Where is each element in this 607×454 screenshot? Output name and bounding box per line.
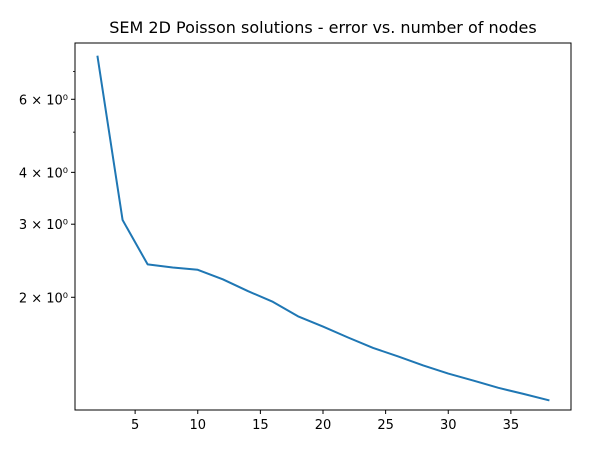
chart-title: SEM 2D Poisson solutions - error vs. num… — [109, 18, 536, 37]
series-line-0 — [96, 55, 550, 402]
x-tick-label: 35 — [503, 418, 520, 433]
y-tick-label: 3 × 10⁰ — [19, 218, 68, 233]
y-tick-label: 2 × 10⁰ — [19, 291, 68, 306]
x-tick-label: 15 — [252, 418, 269, 433]
x-tick-label: 10 — [189, 418, 206, 433]
plot-area: 5 10 15 20 25 30 35 2 × 10⁰ 3 × 10⁰ 4 × 10⁰ 6 × 10… — [19, 42, 572, 433]
x-tick-label: 30 — [440, 418, 457, 433]
x-tick-label: 5 — [131, 418, 139, 433]
x-tick-label: 25 — [377, 418, 394, 433]
y-tick-label: 6 × 10⁰ — [19, 93, 68, 108]
x-tick-label: 20 — [315, 418, 332, 433]
axes-frame — [74, 42, 572, 411]
y-tick-label: 4 × 10⁰ — [19, 166, 68, 181]
